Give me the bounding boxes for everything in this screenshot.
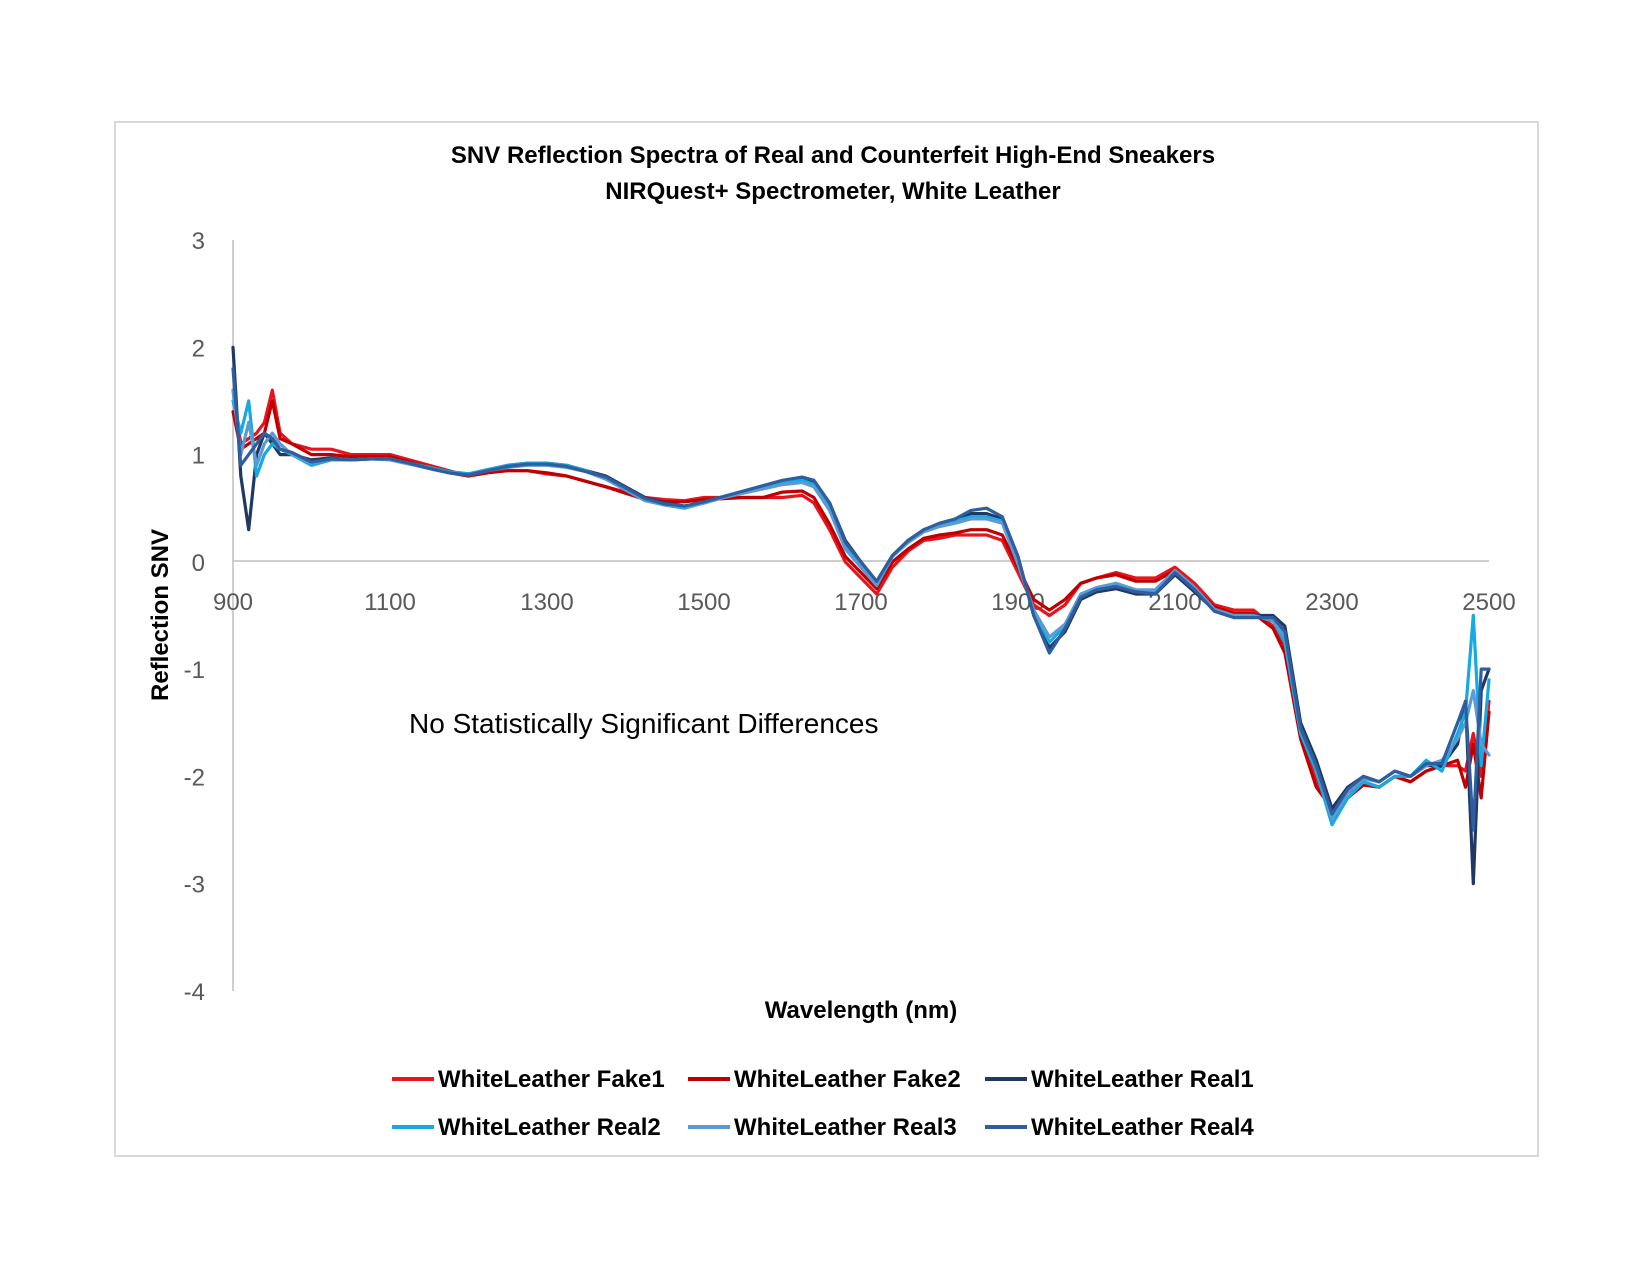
legend: WhiteLeather Fake1 WhiteLeather Fake2 Whit… — [392, 1066, 1254, 1141]
series-line-1 — [231, 388, 1491, 811]
x-tick-label: 1300 — [520, 589, 573, 616]
x-tick-label: 1700 — [834, 589, 887, 616]
y-tick-label: -2 — [184, 764, 205, 791]
legend-label-4: WhiteLeather Real2 — [438, 1114, 661, 1141]
y-tick-label: 2 — [192, 335, 205, 362]
chart-subtitle: NIRQuest+ Spectrometer, White Leather — [605, 178, 1060, 205]
y-tick-label: 3 — [192, 228, 205, 255]
x-tick-label: 1100 — [364, 589, 416, 616]
x-tick-label: 1500 — [677, 589, 730, 616]
y-tick-label: -1 — [184, 657, 205, 684]
legend-label-2: WhiteLeather Fake2 — [734, 1066, 961, 1093]
legend-label-5: WhiteLeather Real3 — [734, 1114, 957, 1141]
x-tick-label: 900 — [213, 589, 253, 616]
chart-frame — [114, 121, 1539, 1157]
legend-label-3: WhiteLeather Real1 — [1031, 1066, 1254, 1093]
y-axis-label: Reflection SNV — [147, 529, 174, 701]
y-tick-label: 0 — [192, 550, 205, 577]
legend-label-6: WhiteLeather Real4 — [1031, 1114, 1254, 1141]
x-axis-label: Wavelength (nm) — [765, 997, 957, 1024]
y-tick-label: -3 — [184, 872, 205, 899]
y-tick-label: -4 — [184, 979, 205, 1006]
x-tick-label: 2300 — [1305, 589, 1358, 616]
y-tick-label: 1 — [192, 443, 205, 470]
chart-annotation: No Statistically Significant Differences — [409, 708, 878, 739]
x-tick-label: 2500 — [1462, 589, 1515, 616]
chart-title: SNV Reflection Spectra of Real and Count… — [451, 142, 1215, 169]
series-line-6 — [231, 367, 1491, 832]
legend-label-1: WhiteLeather Fake1 — [438, 1066, 665, 1093]
